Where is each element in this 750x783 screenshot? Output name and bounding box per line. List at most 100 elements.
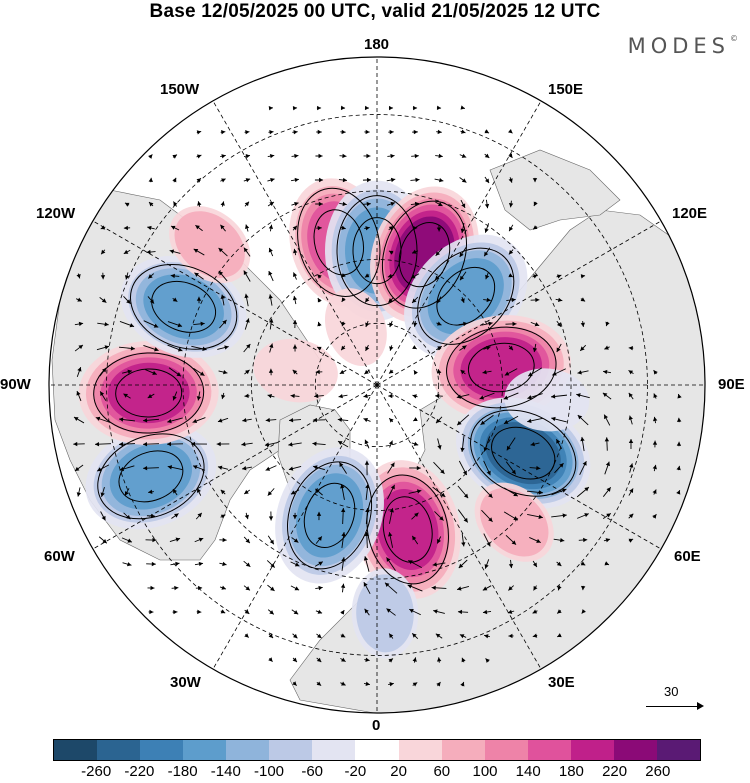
wind-arrow (315, 609, 323, 614)
wind-arrow (172, 154, 178, 159)
wind-arrow (485, 272, 490, 280)
wind-arrow (530, 297, 540, 303)
wind-arrow (243, 154, 251, 159)
wind-arrow (412, 394, 418, 399)
wind-arrow (340, 633, 346, 638)
wind-arrow (580, 274, 586, 279)
wind-arrow (268, 130, 274, 135)
wind-arrow (219, 561, 227, 567)
wind-arrow (220, 489, 226, 495)
wind-arrow (505, 321, 517, 327)
meridian-line (376, 384, 662, 550)
wind-arrow (437, 438, 442, 450)
wind-arrow (218, 369, 228, 375)
lon-label-150e: 150E (548, 81, 584, 98)
wind-arrow (314, 561, 324, 567)
wind-arrow (484, 176, 490, 184)
wind-arrow (147, 585, 155, 591)
contour-line (97, 433, 205, 520)
wind-arrow (220, 201, 225, 207)
wind-arrow (220, 178, 226, 183)
wind-arrow (410, 177, 420, 183)
wind-arrow (435, 416, 443, 424)
wind-arrow (220, 154, 226, 159)
wind-arrow (652, 513, 657, 519)
wind-arrow (267, 201, 275, 207)
wind-arrow (317, 274, 322, 279)
wind-arrow (652, 464, 657, 472)
wind-arrow (363, 556, 370, 572)
wind-arrow (456, 394, 470, 399)
lon-label-60e: 60E (674, 548, 701, 565)
wind-arrow (341, 321, 346, 327)
wind-arrow (676, 441, 682, 447)
wind-arrow (288, 466, 302, 471)
wind-arrow (123, 249, 131, 255)
colorbar-tick-label: -140 (210, 763, 241, 780)
wind-arrow (172, 177, 177, 183)
wind-arrow (167, 344, 183, 352)
wind-arrow (74, 321, 84, 327)
wind-arrow (676, 465, 681, 471)
contour-line (93, 352, 205, 434)
wind-arrow (459, 177, 467, 183)
wind-arrow (481, 485, 493, 499)
wind-arrow (532, 343, 538, 353)
wind-arrow (220, 130, 226, 135)
wind-arrow (244, 318, 250, 330)
wind-arrow (508, 345, 514, 351)
wind-arrow (628, 438, 634, 450)
wind-arrow (119, 320, 135, 328)
wind-arrow (292, 512, 298, 520)
wind-arrow (437, 369, 442, 375)
wind-arrow (433, 609, 445, 614)
map-title: Base 12/05/2025 00 UTC, valid 21/05/2025… (149, 1, 601, 22)
wind-arrow (170, 561, 180, 567)
wind-arrow (386, 608, 396, 616)
wind-arrow (458, 559, 468, 569)
wind-arrow (364, 105, 370, 111)
wind-arrow (169, 537, 181, 542)
colorbar-tick-label: -260 (81, 763, 112, 780)
wind-arrow (243, 343, 251, 353)
wind-arrow (337, 417, 349, 423)
wind-arrow (73, 416, 85, 424)
wind-arrow (339, 369, 347, 375)
wind-arrow (292, 295, 298, 305)
wind-arrow (628, 345, 634, 351)
colorbar-swatch (183, 740, 227, 760)
wind-arrow (220, 609, 226, 614)
wind-arrow (460, 199, 466, 209)
wind-arrow (506, 297, 516, 303)
wind-arrow (388, 532, 394, 548)
wind-arrow (409, 465, 421, 471)
wind-arrow (533, 585, 538, 591)
wind-arrow (460, 369, 466, 375)
wind-arrow (74, 464, 84, 472)
wind-arrow (581, 609, 586, 614)
wind-arrow (577, 414, 589, 426)
wind-arrow (338, 393, 348, 399)
colorbar-tick-label: -220 (124, 763, 155, 780)
wind-arrow (219, 537, 227, 543)
wind-arrow (244, 201, 250, 207)
anomaly-level (485, 422, 561, 485)
wind-arrow (461, 657, 466, 663)
wind-arrow (100, 272, 106, 280)
wind-arrow (532, 177, 538, 183)
wind-arrow (551, 513, 567, 518)
wind-arrow (192, 417, 206, 424)
latitude-circle (106, 114, 648, 656)
wind-arrow (604, 437, 610, 451)
wind-arrow (268, 633, 274, 639)
wind-arrow (123, 225, 131, 231)
contour-line (118, 450, 184, 503)
meridian-line (376, 384, 542, 670)
wind-arrow (532, 633, 538, 638)
vector-scale-key: 30 (646, 684, 706, 714)
colorbar-swatch (97, 740, 141, 760)
contour-line (115, 368, 183, 418)
anomaly-level (479, 487, 549, 557)
wind-arrow (504, 368, 518, 376)
wind-arrow (291, 153, 299, 159)
